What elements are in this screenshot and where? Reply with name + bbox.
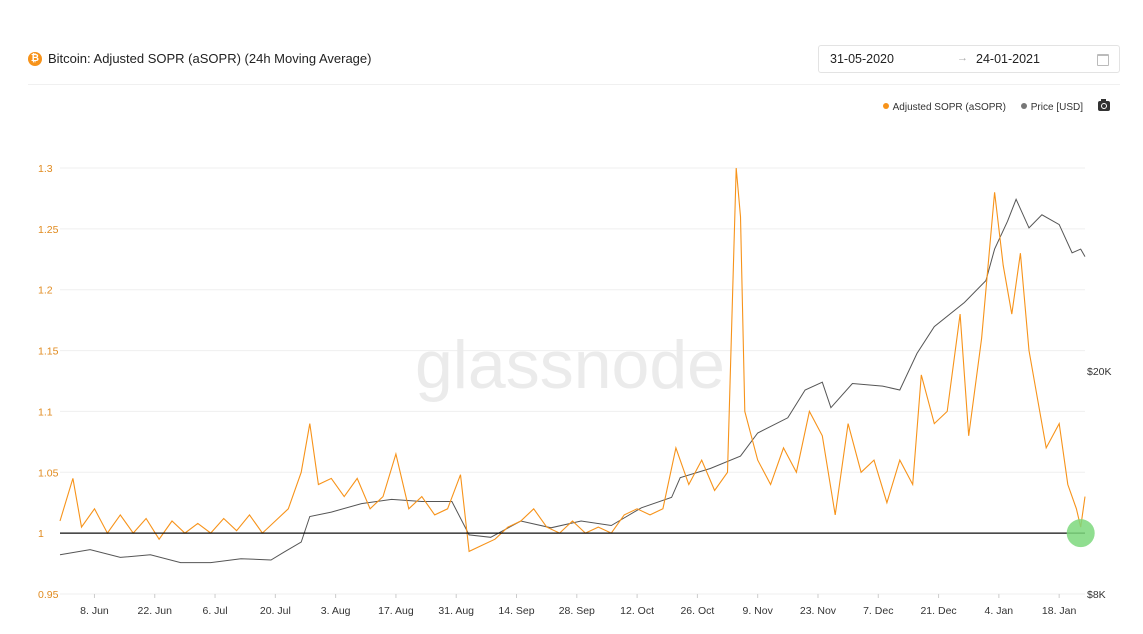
calendar-icon[interactable]: [1097, 54, 1109, 66]
x-tick-label: 23. Nov: [800, 605, 837, 617]
legend-label-price: Price [USD]: [1030, 102, 1083, 113]
legend-item-price[interactable]: Price [USD]: [1020, 102, 1083, 113]
chart-legend: Adjusted SOPR (aSOPR) Price [USD]: [871, 102, 1083, 113]
x-tick-label: 26. Oct: [680, 605, 714, 617]
y-tick-label: 1.05: [38, 467, 59, 479]
series-layer: [59, 167, 1095, 564]
x-tick-label: 28. Sep: [559, 605, 595, 617]
camera-icon[interactable]: [1098, 99, 1110, 111]
x-tick-label: 9. Nov: [743, 605, 774, 617]
chart-header: ₿ Bitcoin: Adjusted SOPR (aSOPR) (24h Mo…: [0, 0, 1143, 84]
y-tick-label: 1.3: [38, 163, 53, 175]
watermark: glassnode: [415, 327, 725, 403]
x-tick-label: 21. Dec: [920, 605, 956, 617]
date-end-field[interactable]: 24-01-2021: [976, 52, 1040, 66]
x-tick-label: 22. Jun: [138, 605, 173, 617]
legend-label-asopr: Adjusted SOPR (aSOPR): [892, 102, 1006, 113]
header-divider: [28, 84, 1120, 85]
y-right-tick-label: $20K: [1087, 366, 1112, 378]
y-right-tick-label: $8K: [1087, 589, 1106, 601]
series-line-asopr: [59, 167, 1086, 553]
y-axis-right: $20K $8K: [1087, 366, 1112, 601]
date-start-field[interactable]: 31-05-2020: [830, 52, 894, 66]
legend-dot-price: [1020, 103, 1027, 109]
x-tick-label: 12. Oct: [620, 605, 654, 617]
legend-dot-asopr: [882, 103, 889, 109]
x-axis: 8. Jun 22. Jun 6. Jul 20. Jul 3. Aug 17. Aug 3…: [80, 594, 1077, 617]
x-tick-label: 17. Aug: [378, 605, 414, 617]
x-tick-label: 31. Aug: [438, 605, 474, 617]
y-tick-label: 1: [38, 528, 44, 540]
y-tick-label: 1.25: [38, 224, 59, 236]
x-tick-label: 14. Sep: [498, 605, 534, 617]
x-tick-label: 18. Jan: [1042, 605, 1077, 617]
highlight-marker: [1066, 519, 1095, 548]
arrow-right-icon: →: [957, 52, 968, 64]
x-tick-label: 4. Jan: [985, 605, 1014, 617]
x-tick-label: 3. Aug: [321, 605, 351, 617]
series-line-price: [59, 198, 1086, 564]
legend-item-asopr[interactable]: Adjusted SOPR (aSOPR): [882, 102, 1006, 113]
x-tick-label: 20. Jul: [260, 605, 291, 617]
y-tick-label: 1.2: [38, 285, 53, 297]
x-tick-label: 7. Dec: [863, 605, 893, 617]
date-range-picker[interactable]: 31-05-2020 → 24-01-2021: [818, 45, 1120, 73]
x-tick-label: 6. Jul: [202, 605, 227, 617]
bitcoin-icon: ₿: [28, 52, 42, 66]
y-tick-label: 0.95: [38, 589, 59, 601]
y-tick-label: 1.1: [38, 406, 53, 418]
x-tick-label: 8. Jun: [80, 605, 109, 617]
y-axis-left: 1.3 1.25 1.2 1.15 1.1 1.05 1 0.95: [38, 163, 59, 601]
chart-title: Bitcoin: Adjusted SOPR (aSOPR) (24h Movi…: [48, 51, 372, 66]
y-tick-label: 1.15: [38, 346, 59, 358]
